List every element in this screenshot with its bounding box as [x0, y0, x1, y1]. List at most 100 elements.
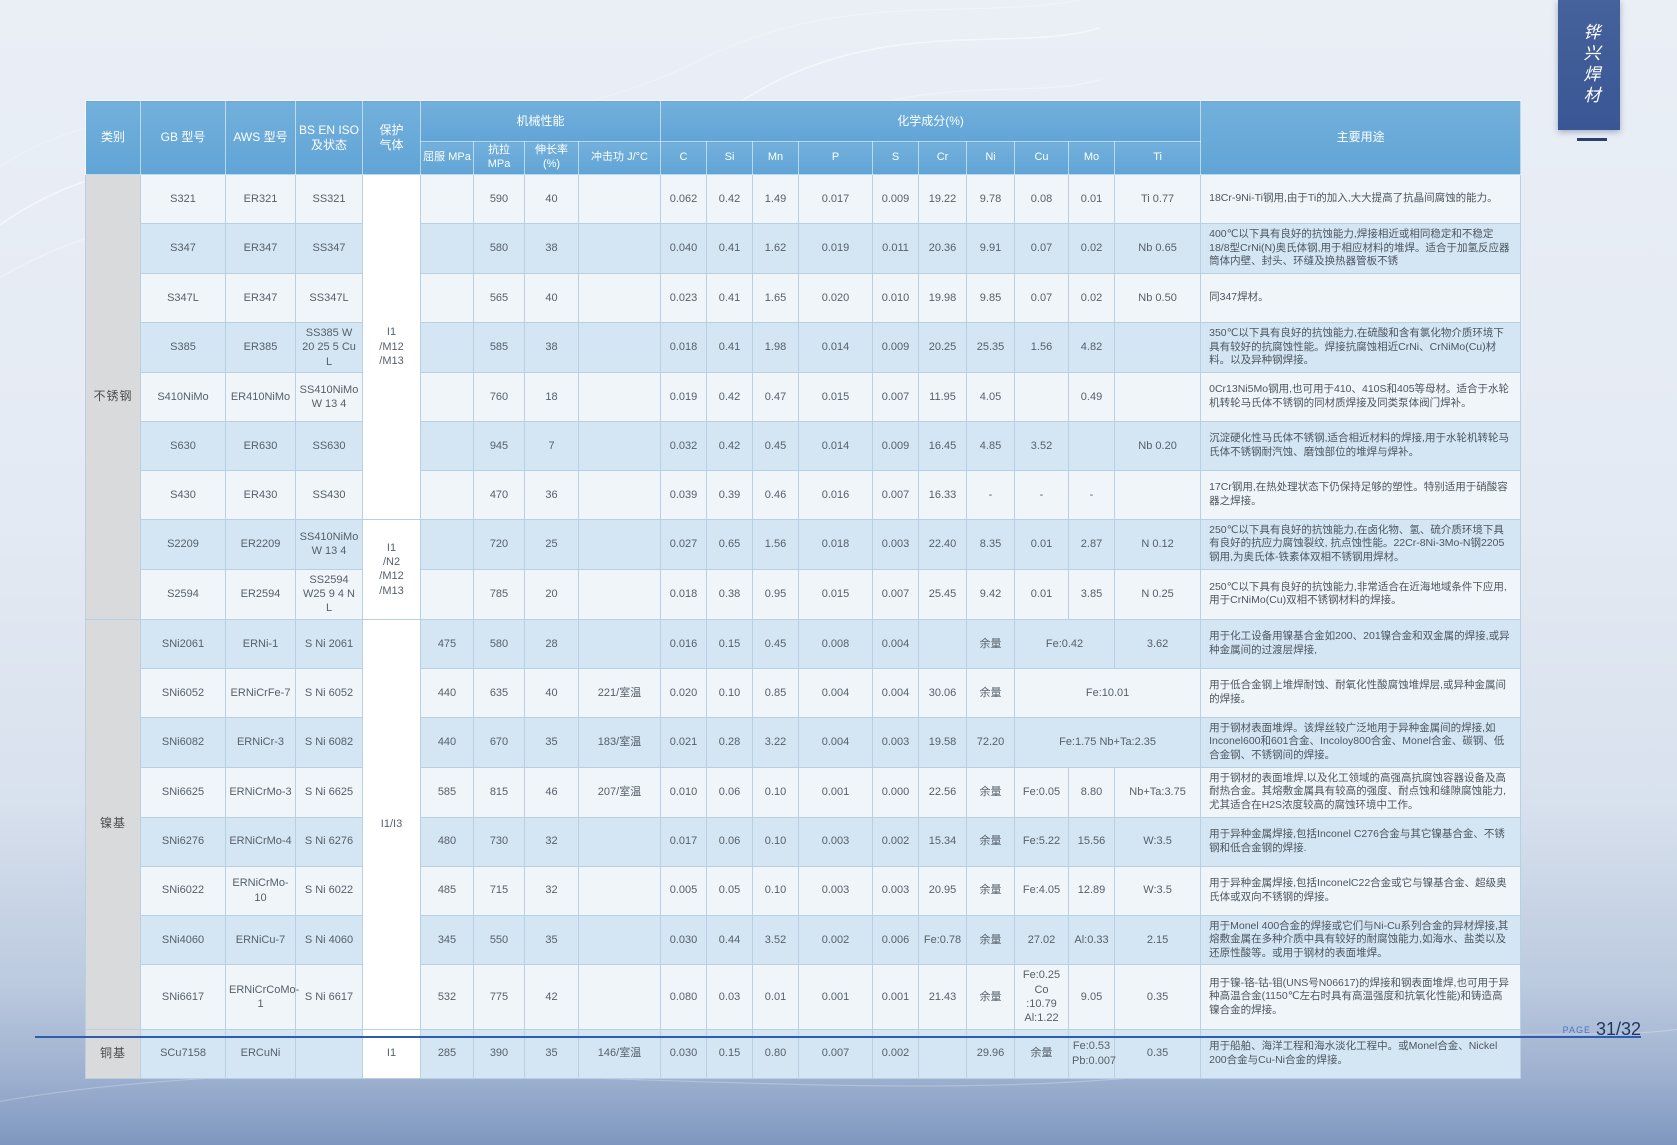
table-row: SNi6276 ERNiCrMo-4 S Ni 6276 480 730 32 0.017 0… — [86, 816, 1522, 867]
cell-mech-1: 635 — [473, 667, 525, 718]
cell-chem-0: 0.062 — [660, 174, 708, 224]
cell-mech-3 — [577, 865, 662, 916]
cell-chem-2: 0.45 — [752, 618, 800, 669]
cell-chem-3: 0.015 — [798, 371, 874, 422]
cell-chem-6: 25.35 — [966, 321, 1016, 373]
cell-chem-7: 27.02 — [1014, 914, 1070, 966]
footer-rule — [35, 1036, 1641, 1038]
cell-mech-0: 585 — [420, 766, 474, 818]
cell-aws-model: ER2594 — [225, 568, 296, 620]
cell-chem-3: 0.018 — [798, 518, 874, 570]
cell-chem-8: 0.01 — [1068, 174, 1116, 224]
cell-mech-3 — [577, 914, 662, 966]
brand-tab-text: 铧兴焊材 — [1579, 23, 1600, 107]
cell-gb-model: SNi6276 — [140, 816, 226, 867]
cell-chem-2: 0.10 — [752, 816, 800, 867]
cell-bsen: S Ni 6052 — [295, 667, 363, 718]
table-row: SNi6052 ERNiCrFe-7 S Ni 6052 440 635 40 221/室温… — [86, 667, 1522, 718]
header-aws-model: AWS 型号 — [225, 100, 296, 175]
cell-gb-model: SNi6617 — [140, 964, 226, 1030]
cell-mech-1: 580 — [473, 618, 525, 669]
cell-mech-3 — [577, 816, 662, 867]
cell-chem-1: 0.06 — [706, 816, 754, 867]
cell-aws-model: ERNiCrMo-4 — [225, 816, 296, 867]
cell-category: 镍基 — [85, 618, 141, 1030]
cell-mech-2: 18 — [524, 371, 579, 422]
cell-mech-0 — [420, 420, 474, 471]
cell-chem-5: 22.40 — [918, 518, 968, 570]
table-row: S2209 ER2209 SS410NiMo W 13 4 I1 /N2 /M12 /… — [86, 518, 1522, 620]
cell-chem-6: - — [966, 469, 1016, 520]
cell-chem-2: 1.62 — [752, 223, 800, 274]
cell-mech-3 — [577, 618, 662, 669]
cell-mech-2: 7 — [524, 420, 579, 471]
cell-chem-1: 0.15 — [706, 618, 754, 669]
cell-chem-0: 0.018 — [660, 568, 708, 620]
cell-chem-5: 30.06 — [918, 667, 968, 718]
cell-chem-8: 15.56 — [1068, 816, 1116, 867]
cell-chem-4: 0.007 — [872, 469, 920, 520]
cell-chem-7: 3.52 — [1014, 420, 1070, 471]
cell-mech-3: 183/室温 — [577, 716, 662, 768]
cell-mech-1: 590 — [473, 174, 525, 224]
header-mechanical-group: 机械性能 — [419, 100, 662, 142]
cell-chem-4: 0.004 — [872, 667, 920, 718]
header-bsen: BS EN ISO 及状态 — [295, 100, 363, 175]
cell-chem-5: 19.58 — [918, 716, 968, 768]
cell-chem-9: Nb+Ta:3.75 — [1114, 766, 1202, 818]
cell-chem-3: 0.003 — [798, 865, 874, 916]
cell-chem-7: Fe:5.22 — [1014, 816, 1070, 867]
cell-chem-7: Fe:4.05 — [1014, 865, 1070, 916]
cell-chem-4: 0.001 — [872, 964, 920, 1030]
table-row: SNi6625 ERNiCrMo-3 S Ni 6625 585 815 46 207/室温… — [86, 766, 1522, 818]
cell-chem-5: 20.36 — [918, 223, 968, 274]
cell-aws-model: ERNiCr-3 — [225, 716, 296, 768]
cell-chem-3: 0.019 — [798, 223, 874, 274]
cell-mech-2: 40 — [524, 667, 579, 718]
cell-chem-6: 8.35 — [966, 518, 1016, 570]
cell-chem-2: 0.10 — [752, 865, 800, 916]
cell-chem-7: - — [1014, 469, 1070, 520]
cell-chem-2: 0.01 — [752, 964, 800, 1030]
cell-chem-6: 余量 — [966, 618, 1016, 669]
cell-chem-3: 0.001 — [798, 964, 874, 1030]
cell-chem-0: 0.023 — [660, 272, 708, 323]
cell-bsen: SS347 — [295, 223, 363, 274]
cell-main-use: 0Cr13Ni5Mo钢用,也可用于410、410S和405等母材。适合于水轮机转… — [1200, 371, 1522, 422]
cell-chem-0: 0.040 — [660, 223, 708, 274]
cell-chem-0: 0.010 — [660, 766, 708, 818]
cell-chem-4: 0.006 — [872, 914, 920, 966]
cell-chem-2: 0.46 — [752, 469, 800, 520]
cell-aws-model: ERNi-1 — [225, 618, 296, 669]
cell-chem-4: 0.009 — [872, 420, 920, 471]
brand-tab-underline — [1577, 138, 1607, 141]
cell-shielding-gas: I1/I3 — [362, 618, 421, 1030]
cell-chem-6: 72.20 — [966, 716, 1016, 768]
cell-chem-3: 0.016 — [798, 469, 874, 520]
cell-chem-5: 25.45 — [918, 568, 968, 620]
cell-chem-7: 0.01 — [1014, 518, 1070, 570]
cell-chem-2: 1.98 — [752, 321, 800, 373]
cell-chem-0: 0.032 — [660, 420, 708, 471]
cell-mech-1: 550 — [473, 914, 525, 966]
header-chem-cr: Cr — [918, 141, 968, 175]
cell-mech-3 — [577, 371, 662, 422]
cell-chem-3: 0.004 — [798, 716, 874, 768]
header-elongation: 伸长率 (%) — [524, 141, 579, 175]
cell-chem-0: 0.030 — [660, 914, 708, 966]
cell-chem-8: 0.02 — [1068, 272, 1116, 323]
table-row: SNi6617 ERNiCrCoMo-1 S Ni 6617 532 775 42 0.08… — [86, 964, 1522, 1030]
cell-chem-2: 0.10 — [752, 766, 800, 818]
cell-mech-2: 35 — [524, 914, 579, 966]
cell-chem-9: Nb 0.50 — [1114, 272, 1202, 323]
cell-chem-2: 1.49 — [752, 174, 800, 224]
cell-chem-3: 0.014 — [798, 420, 874, 471]
cell-bsen: SS2594 W25 9 4 N L — [295, 568, 363, 620]
cell-chem-0: 0.039 — [660, 469, 708, 520]
cell-bsen: SS385 W 20 25 5 Cu L — [295, 321, 363, 373]
cell-chem-9: N 0.12 — [1114, 518, 1202, 570]
header-main-use: 主要用途 — [1200, 100, 1522, 175]
header-impact: 冲击功 J/°C — [577, 141, 662, 175]
cell-mech-3 — [577, 518, 662, 570]
cell-shielding-gas: I1 /N2 /M12 /M13 — [362, 518, 421, 620]
